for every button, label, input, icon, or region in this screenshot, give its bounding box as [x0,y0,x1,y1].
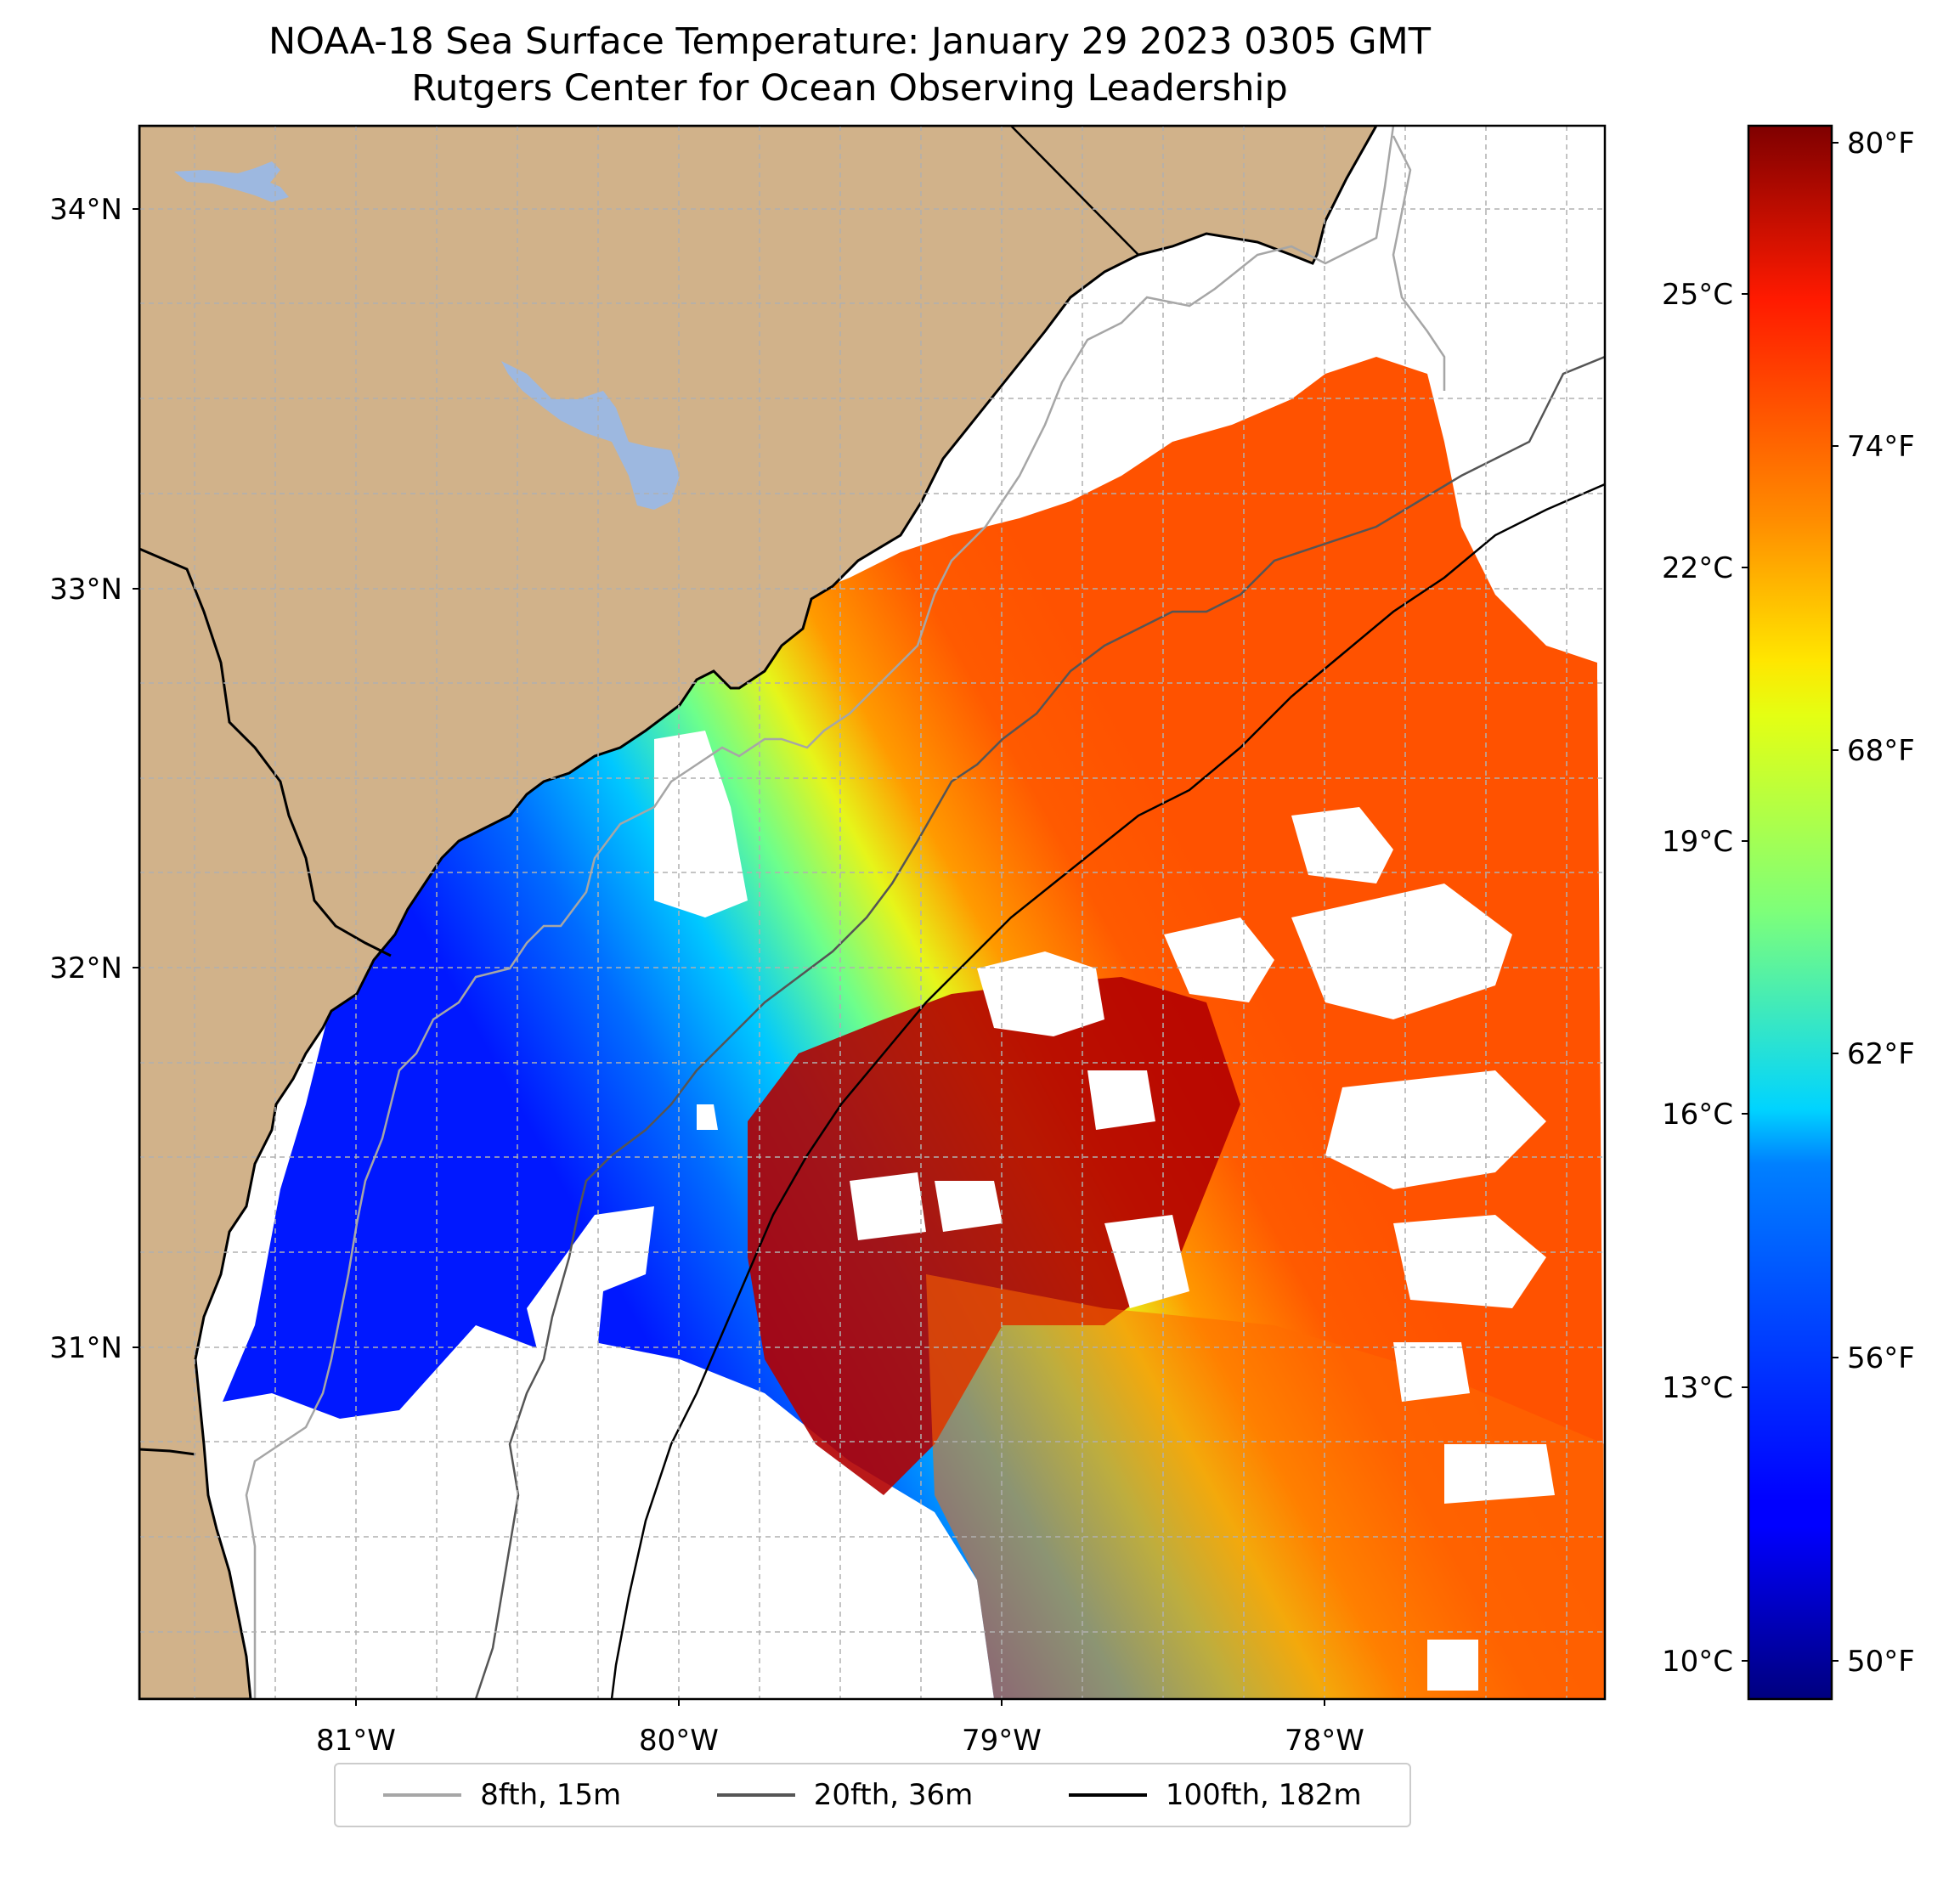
contour-100fth [610,483,1605,1699]
title-line-2: Rutgers Center for Ocean Observing Leade… [411,67,1288,110]
lon-label-81: 81°W [316,1724,396,1758]
state-border-fl [139,1448,196,1456]
cbar-f-56: 56°F [1847,1341,1915,1375]
lon-axis [355,1699,1325,1706]
cbar-f-80: 80°F [1847,127,1915,161]
lon-label-79: 79°W [962,1724,1042,1758]
legend-swatch-20fth [716,1793,795,1797]
cbar-c-25: 25°C [1662,278,1733,312]
legend-label-100fth: 100fth, 182m [1165,1778,1362,1812]
map-frame [138,124,1607,1701]
cbar-c-13: 13°C [1662,1371,1733,1405]
cbar-f-74: 74°F [1847,430,1915,464]
lat-label-31: 31°N [49,1331,122,1365]
state-border-ga-sc [139,547,392,957]
lat-axis [133,208,139,1348]
colorbar: 25°C 22°C 19°C 16°C 13°C 10°C 80°F 74°F … [1662,124,1915,1701]
cbar-c-19: 19°C [1662,825,1733,859]
legend-item-20fth: 20fth, 36m [716,1778,974,1812]
contour-8fth-north [1392,135,1446,391]
legend-swatch-8fth [383,1793,462,1797]
lat-label-32: 32°N [49,951,122,985]
land-mass [139,126,1378,1699]
contour-20fth [474,355,1605,1699]
cbar-f-50: 50°F [1847,1645,1915,1679]
legend-label-20fth: 20fth, 36m [813,1778,974,1812]
lat-label-34: 34°N [49,193,122,227]
cbar-f-62: 62°F [1847,1037,1915,1071]
legend-swatch-100fth [1068,1793,1147,1797]
map-panel [139,126,1605,1699]
lake-upper [174,161,289,202]
contour-legend: 8fth, 15m 20fth, 36m 100fth, 182m [334,1763,1411,1827]
state-border [1010,126,1139,256]
cbar-f-68: 68°F [1847,734,1915,768]
lon-label-78: 78°W [1285,1724,1364,1758]
cbar-c-10: 10°C [1662,1645,1733,1679]
lat-label-33: 33°N [49,573,122,607]
gridlines [139,126,1605,1699]
lon-label-80: 80°W [639,1724,719,1758]
legend-label-8fth: 8fth, 15m [480,1778,622,1812]
chart-title: NOAA-18 Sea Surface Temperature: January… [0,19,1699,112]
cbar-c-16: 16°C [1662,1098,1733,1132]
colorbar-gradient [1747,124,1833,1701]
title-line-1: NOAA-18 Sea Surface Temperature: January… [268,20,1431,63]
contour-8fth [245,126,1395,1699]
legend-item-100fth: 100fth, 182m [1068,1778,1362,1812]
cbar-c-22: 22°C [1662,551,1733,585]
legend-item-8fth: 8fth, 15m [383,1778,621,1812]
